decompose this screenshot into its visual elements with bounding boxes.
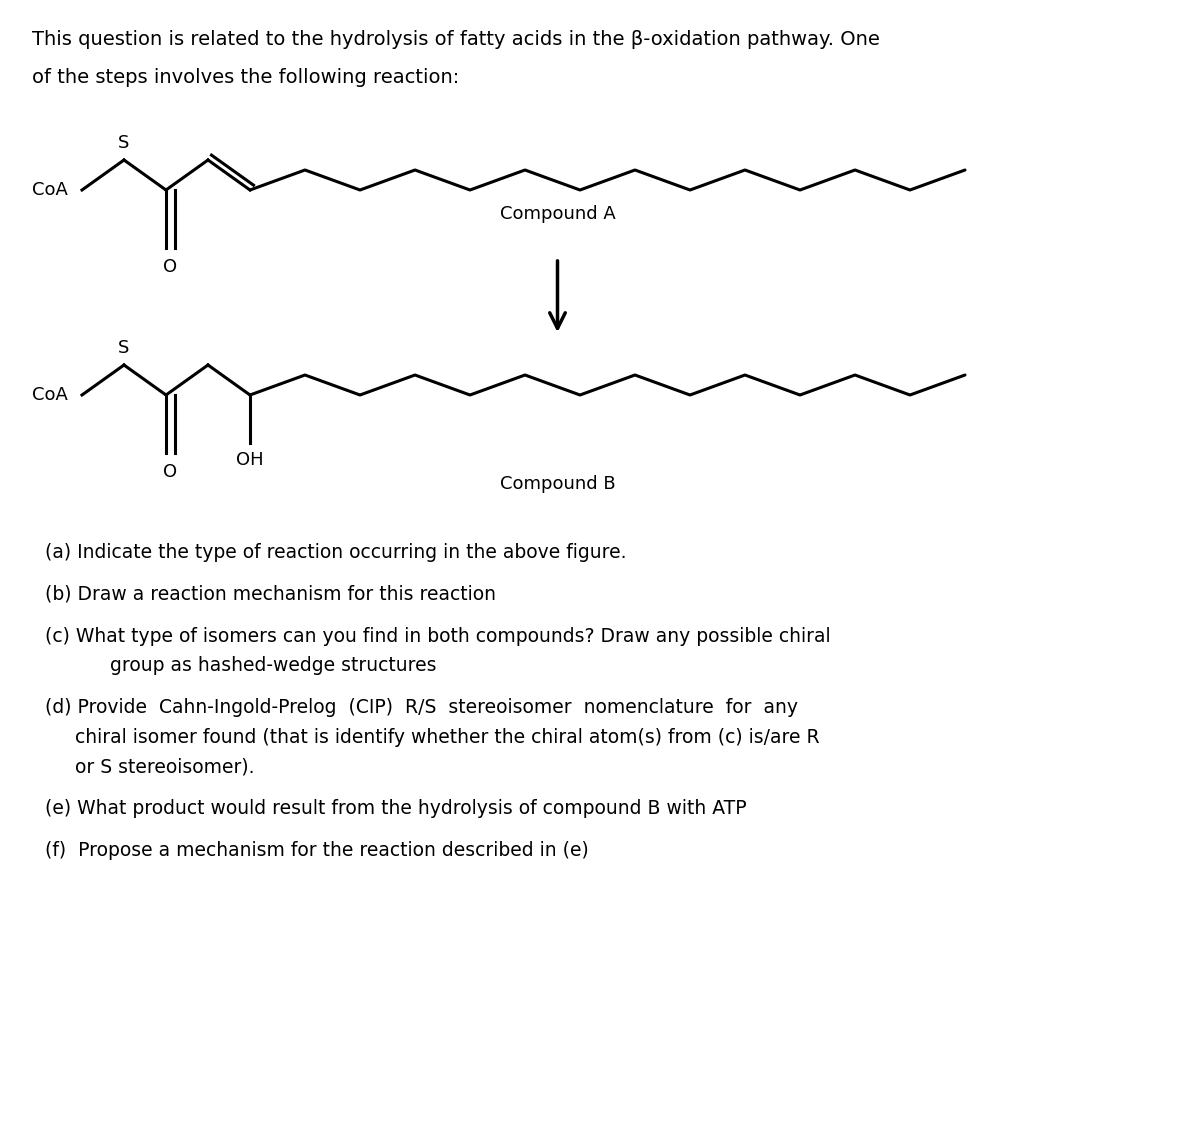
Text: (f)  Propose a mechanism for the reaction described in (e): (f) Propose a mechanism for the reaction… xyxy=(45,841,589,861)
Text: Compound B: Compound B xyxy=(500,475,615,493)
Text: CoA: CoA xyxy=(32,180,68,199)
Text: (c) What type of isomers can you find in both compounds? Draw any possible chira: (c) What type of isomers can you find in… xyxy=(45,627,830,646)
Text: OH: OH xyxy=(236,451,264,469)
Text: (e) What product would result from the hydrolysis of compound B with ATP: (e) What product would result from the h… xyxy=(45,800,746,818)
Text: Compound A: Compound A xyxy=(500,205,615,223)
Text: (b) Draw a reaction mechanism for this reaction: (b) Draw a reaction mechanism for this r… xyxy=(45,585,497,603)
Text: This question is related to the hydrolysis of fatty acids in the β-oxidation pat: This question is related to the hydrolys… xyxy=(32,30,880,49)
Text: S: S xyxy=(119,340,129,356)
Text: CoA: CoA xyxy=(32,386,68,404)
Text: O: O xyxy=(164,258,177,276)
Text: or S stereoisomer).: or S stereoisomer). xyxy=(45,757,254,776)
Text: chiral isomer found (that is identify whether the chiral atom(s) from (c) is/are: chiral isomer found (that is identify wh… xyxy=(45,728,820,747)
Text: S: S xyxy=(119,134,129,152)
Text: O: O xyxy=(164,462,177,481)
Text: group as hashed-wedge structures: group as hashed-wedge structures xyxy=(80,656,436,676)
Text: of the steps involves the following reaction:: of the steps involves the following reac… xyxy=(32,68,460,87)
Text: (a) Indicate the type of reaction occurring in the above figure.: (a) Indicate the type of reaction occurr… xyxy=(45,543,626,562)
Text: (d) Provide  Cahn-Ingold-Prelog  (CIP)  R/S  stereoisomer  nomenclature  for  an: (d) Provide Cahn-Ingold-Prelog (CIP) R/S… xyxy=(45,698,798,717)
